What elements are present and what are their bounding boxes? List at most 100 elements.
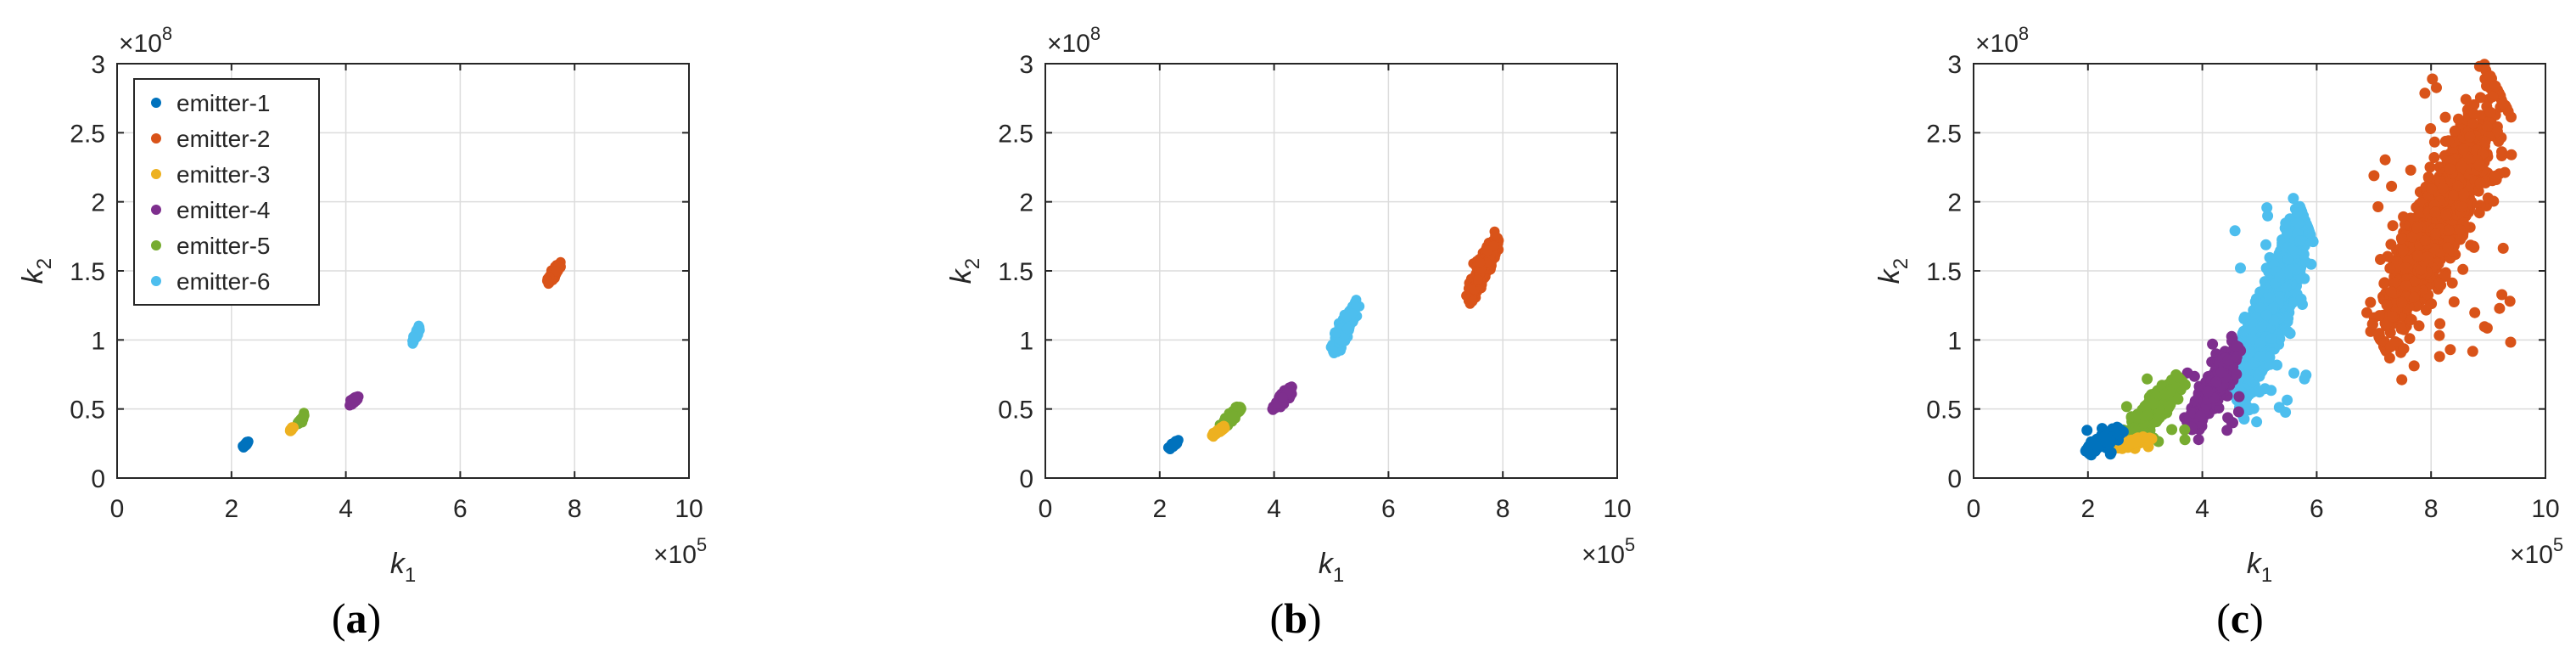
data-point bbox=[2444, 163, 2456, 175]
data-point bbox=[1341, 312, 1352, 323]
y-axis-label-subscript: 2 bbox=[33, 258, 56, 269]
data-point bbox=[2504, 295, 2516, 307]
data-point bbox=[2260, 309, 2272, 321]
data-point bbox=[2396, 374, 2408, 385]
data-point bbox=[1341, 324, 1352, 335]
data-point bbox=[1226, 414, 1237, 425]
x-axis-label: k1 bbox=[1319, 548, 1344, 587]
data-point bbox=[2232, 406, 2244, 418]
data-point bbox=[2467, 240, 2479, 252]
legend-box bbox=[133, 78, 320, 306]
data-point bbox=[2455, 234, 2467, 245]
y-tick-label: 0.5 bbox=[998, 397, 1033, 425]
data-point bbox=[2405, 164, 2416, 176]
data-point bbox=[2222, 412, 2234, 424]
x-tick-label: 4 bbox=[1267, 495, 1281, 523]
x-axis-multiplier-exponent: 5 bbox=[697, 534, 707, 555]
y-tick-label: 1.5 bbox=[998, 258, 1033, 286]
y-axis-multiplier-exponent: 8 bbox=[1090, 23, 1100, 44]
data-point bbox=[2254, 386, 2265, 398]
data-point bbox=[1331, 328, 1342, 338]
series-emitter-2 bbox=[1461, 226, 1504, 309]
data-point bbox=[2385, 286, 2397, 298]
legend: emitter-1emitter-2emitter-3emitter-4emit… bbox=[133, 78, 320, 306]
data-point bbox=[2221, 425, 2233, 436]
x-tick-label: 4 bbox=[339, 495, 353, 523]
data-point bbox=[2431, 82, 2442, 93]
data-point bbox=[2469, 307, 2481, 318]
y-tick-label: 2 bbox=[1019, 189, 1033, 217]
y-tick-label: 1.5 bbox=[70, 258, 105, 286]
data-point bbox=[2294, 235, 2306, 246]
scatter-panel-1: 0 2 4 6 8 1000.511.522.53×105×108k1k2emitter-… bbox=[17, 23, 707, 642]
data-point bbox=[2419, 87, 2431, 99]
x-tick-label: 8 bbox=[568, 495, 582, 523]
data-point bbox=[2387, 220, 2399, 232]
data-point bbox=[2365, 296, 2377, 308]
data-point bbox=[2400, 262, 2411, 273]
data-point bbox=[2288, 367, 2300, 379]
data-point bbox=[2373, 328, 2385, 340]
data-point bbox=[2487, 91, 2499, 103]
data-point bbox=[2506, 111, 2517, 123]
data-point bbox=[2484, 106, 2496, 118]
series-emitter-4 bbox=[1267, 381, 1297, 415]
series-emitter-6 bbox=[407, 320, 425, 349]
data-point bbox=[2424, 161, 2436, 173]
data-point bbox=[2233, 391, 2245, 402]
data-point bbox=[2457, 263, 2469, 275]
x-axis-multiplier: ×105 bbox=[1582, 534, 1635, 569]
data-point bbox=[2456, 160, 2467, 172]
data-point bbox=[2291, 207, 2303, 219]
data-point bbox=[414, 324, 425, 335]
data-point bbox=[2387, 311, 2399, 323]
y-axis-multiplier-exponent: 8 bbox=[162, 23, 172, 44]
data-point bbox=[2396, 296, 2408, 308]
legend-marker bbox=[151, 98, 161, 108]
data-point bbox=[2434, 318, 2446, 329]
data-point bbox=[2484, 70, 2496, 82]
data-point bbox=[1328, 346, 1339, 357]
data-point bbox=[2368, 170, 2380, 182]
data-point bbox=[2473, 207, 2485, 219]
data-point bbox=[2274, 271, 2286, 283]
x-axis-multiplier-exponent: 5 bbox=[1625, 534, 1635, 555]
y-tick-label: 1 bbox=[1019, 327, 1033, 355]
data-point bbox=[1473, 274, 1483, 285]
data-point bbox=[2497, 242, 2509, 254]
data-point bbox=[2456, 201, 2468, 213]
legend-entry: emitter-3 bbox=[176, 161, 270, 188]
panel-label: (b) bbox=[1269, 594, 1321, 642]
data-point bbox=[2425, 123, 2437, 134]
data-point bbox=[2482, 192, 2494, 204]
x-tick-label: 6 bbox=[453, 495, 468, 523]
data-point bbox=[2468, 108, 2480, 120]
data-point bbox=[1475, 257, 1486, 268]
legend-entry: emitter-1 bbox=[176, 90, 270, 116]
data-point bbox=[2430, 228, 2441, 240]
data-point bbox=[2458, 189, 2470, 200]
data-point bbox=[2378, 278, 2390, 290]
y-axis-label: k2 bbox=[945, 258, 984, 284]
legend-entry: emitter-6 bbox=[176, 268, 270, 295]
data-point bbox=[2282, 394, 2293, 406]
data-point bbox=[409, 332, 420, 343]
data-point bbox=[2474, 92, 2486, 104]
data-point bbox=[2385, 239, 2397, 250]
data-point bbox=[2428, 136, 2440, 148]
x-tick-label: 2 bbox=[1152, 495, 1167, 523]
data-point bbox=[2496, 146, 2507, 158]
x-axis-multiplier: ×105 bbox=[653, 534, 707, 569]
data-point bbox=[2494, 302, 2506, 314]
series-emitter-2 bbox=[541, 256, 566, 290]
y-tick-label: 2.5 bbox=[70, 120, 105, 148]
data-point bbox=[2386, 180, 2398, 192]
data-point bbox=[2440, 209, 2452, 221]
data-point bbox=[1215, 425, 1226, 435]
data-point bbox=[240, 438, 250, 449]
data-point bbox=[2442, 242, 2454, 254]
series-emitter-3 bbox=[1207, 420, 1230, 442]
data-point bbox=[2467, 346, 2478, 357]
data-point bbox=[2251, 416, 2263, 428]
